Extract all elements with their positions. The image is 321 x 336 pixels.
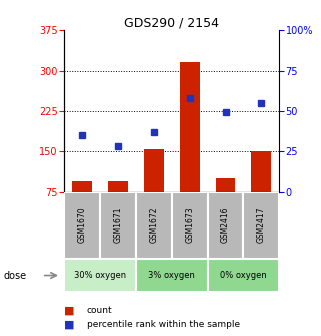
Text: GSM2416: GSM2416	[221, 207, 230, 243]
Text: GSM2417: GSM2417	[257, 207, 266, 243]
Bar	[180, 62, 200, 192]
Bar	[208, 192, 243, 259]
Bar	[64, 259, 136, 292]
Bar	[172, 192, 208, 259]
Text: percentile rank within the sample: percentile rank within the sample	[87, 320, 240, 329]
Title: GDS290 / 2154: GDS290 / 2154	[124, 16, 219, 29]
Text: GSM1672: GSM1672	[149, 207, 158, 243]
Bar	[72, 181, 92, 192]
Bar	[208, 259, 279, 292]
Bar	[136, 259, 208, 292]
Text: ■: ■	[64, 319, 75, 329]
Text: 0% oxygen: 0% oxygen	[220, 271, 267, 280]
Text: ■: ■	[64, 306, 75, 316]
Text: 3% oxygen: 3% oxygen	[148, 271, 195, 280]
Text: GSM1671: GSM1671	[113, 207, 123, 243]
Bar	[251, 151, 271, 192]
Bar	[136, 192, 172, 259]
Bar	[100, 192, 136, 259]
Bar	[216, 178, 235, 192]
Bar	[144, 149, 164, 192]
Bar	[64, 192, 100, 259]
Bar	[243, 192, 279, 259]
Text: GSM1673: GSM1673	[185, 207, 194, 244]
Bar	[108, 181, 128, 192]
Text: 30% oxygen: 30% oxygen	[74, 271, 126, 280]
Text: count: count	[87, 306, 112, 315]
Text: GSM1670: GSM1670	[78, 207, 87, 244]
Text: dose: dose	[3, 270, 26, 281]
